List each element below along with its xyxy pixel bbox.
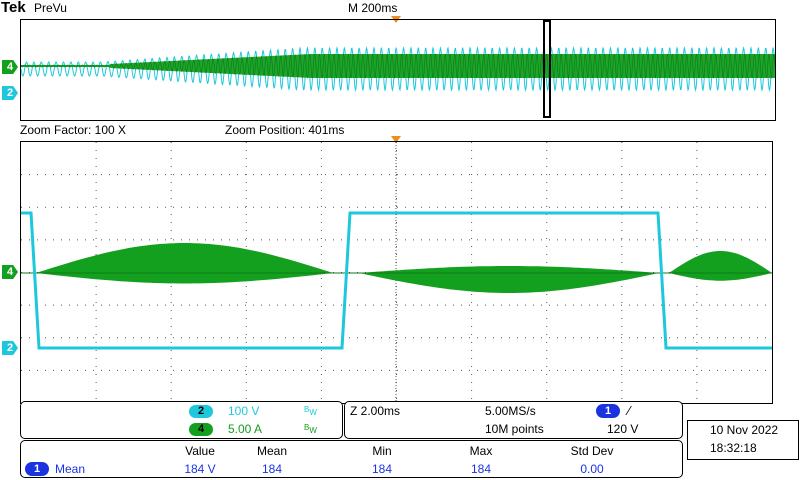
measurement-header-min: Min — [372, 444, 392, 458]
ch4-zoom-lobe — [669, 251, 772, 281]
datetime-box: 10 Nov 2022 18:32:18 — [687, 420, 799, 460]
zoom-waveform-plot — [21, 142, 772, 403]
overview-waveform-plot — [21, 20, 775, 118]
ch4-zoom-lobe — [36, 243, 333, 284]
ch2-ground-marker-overview[interactable]: 2 — [2, 86, 18, 100]
measurement-header-mean: Mean — [256, 444, 288, 458]
measurement-min: 184 — [371, 462, 393, 476]
measurement-header-max: Max — [469, 444, 493, 458]
ch2-scale[interactable]: 100 V — [228, 404, 260, 418]
channel-settings-panel[interactable]: 2 100 V BW 4 5.00 A BW — [20, 401, 343, 439]
measurement-mean: 184 — [261, 462, 283, 476]
measurement-value: 184 V — [184, 462, 216, 476]
zoom-trigger-marker — [391, 136, 401, 143]
tek-logo: Tek — [1, 0, 26, 16]
ch4-badge[interactable]: 4 — [189, 423, 213, 436]
measurement-type[interactable]: Mean — [55, 462, 86, 476]
ch2-ground-marker-zoom[interactable]: 2 — [2, 341, 18, 355]
timebase-label: M 200ms — [348, 1, 398, 15]
zoom-position-label: Zoom Position: 401ms — [225, 123, 345, 137]
date-label: 10 Nov 2022 — [710, 423, 779, 437]
ch4-bandwidth-limit-icon: BW — [304, 423, 317, 435]
sample-rate: 5.00MS/s — [485, 404, 536, 418]
acquisition-panel[interactable]: Z 2.00ms 5.00MS/s 10M points 1 ⁄ 120 V — [344, 401, 683, 439]
ch4-ground-marker-overview[interactable]: 4 — [2, 60, 18, 74]
zoom-waveform-window[interactable] — [20, 141, 773, 404]
trigger-source-badge[interactable]: 1 — [596, 404, 620, 418]
ch2-bandwidth-limit-icon: BW — [304, 405, 317, 417]
record-length[interactable]: 10M points — [485, 422, 544, 436]
trigger-slope-rising-icon[interactable]: ⁄ — [628, 403, 631, 418]
measurement-source-badge[interactable]: 1 — [25, 462, 49, 476]
time-label: 18:32:18 — [710, 441, 757, 455]
measurement-header-value: Value — [185, 444, 215, 458]
measurement-std-dev: 0.00 — [580, 462, 604, 476]
zoom-window-indicator — [543, 20, 551, 118]
zoom-factor-label: Zoom Factor: 100 X — [20, 123, 127, 137]
zoom-timebase[interactable]: Z 2.00ms — [350, 404, 401, 418]
ch4-overview-trace — [21, 53, 775, 79]
measurement-max: 184 — [470, 462, 492, 476]
overview-waveform-window[interactable] — [20, 19, 776, 121]
ch4-ground-marker-zoom[interactable]: 4 — [2, 265, 18, 279]
ch2-badge[interactable]: 2 — [189, 405, 213, 418]
ch4-zoom-lobe — [359, 266, 659, 293]
ch4-scale[interactable]: 5.00 A — [228, 422, 263, 436]
trigger-level[interactable]: 120 V — [607, 422, 639, 436]
acquisition-mode: PreVu — [34, 1, 67, 15]
measurement-panel[interactable]: Value Mean Min Max Std Dev 1 Mean 184 V … — [20, 440, 683, 478]
ch2-zoom-trace — [21, 211, 772, 350]
measurement-header-std-dev: Std Dev — [570, 444, 614, 458]
